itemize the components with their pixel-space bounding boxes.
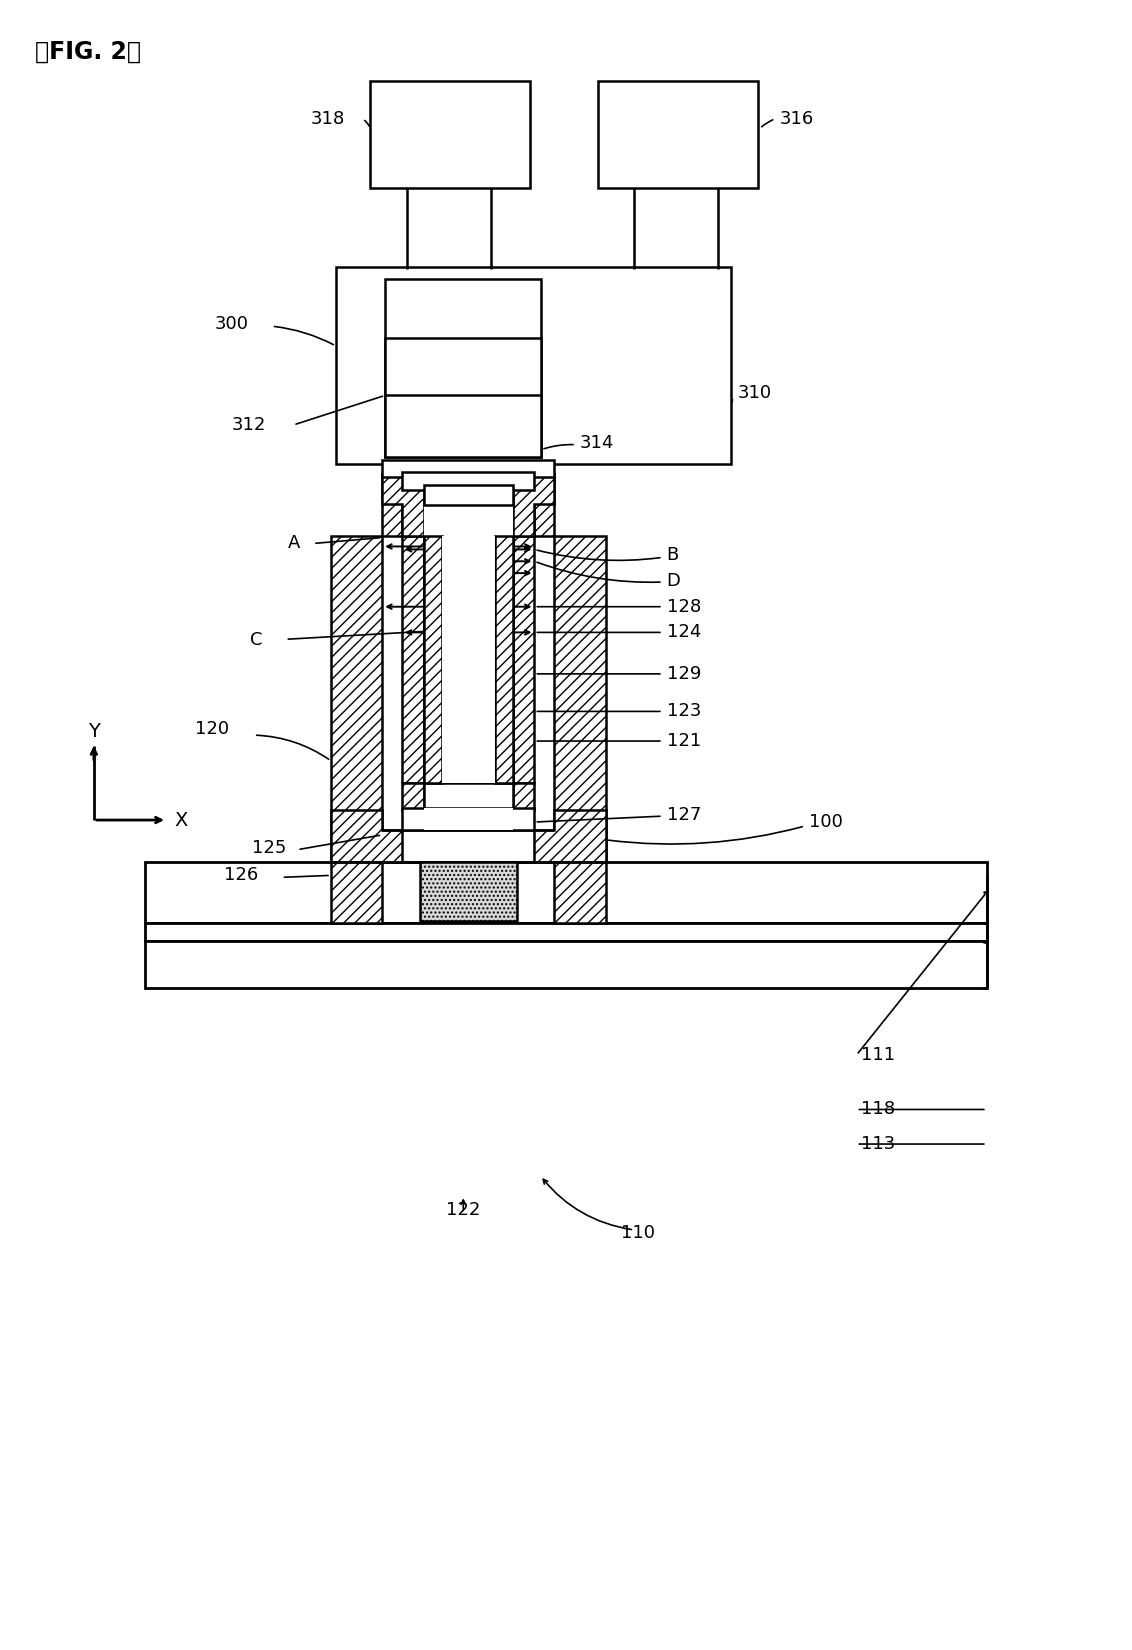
Text: 318: 318 (311, 111, 345, 127)
Text: 121: 121 (667, 733, 701, 751)
Text: 110: 110 (621, 1224, 655, 1242)
Bar (370, 81, 531, 188)
Polygon shape (513, 536, 534, 782)
Bar (423, 536, 513, 782)
Text: 126: 126 (224, 866, 258, 884)
Bar (336, 267, 731, 465)
Polygon shape (495, 536, 513, 782)
Bar (423, 474, 513, 536)
Polygon shape (555, 861, 606, 922)
Text: 《FIG. 2》: 《FIG. 2》 (35, 40, 140, 64)
Bar (385, 279, 541, 457)
Text: 100: 100 (809, 813, 843, 832)
Text: B: B (667, 546, 679, 564)
Bar (145, 940, 987, 988)
Text: E: E (457, 487, 469, 505)
Text: 113: 113 (861, 1135, 895, 1153)
Text: 122: 122 (446, 1201, 480, 1219)
Bar (423, 782, 513, 810)
Polygon shape (383, 474, 423, 536)
Text: 128: 128 (667, 597, 701, 615)
Bar (598, 81, 757, 188)
Text: 316: 316 (779, 111, 814, 127)
Text: 127: 127 (667, 807, 701, 823)
Text: E: E (457, 487, 469, 505)
Text: Y: Y (88, 721, 100, 741)
Polygon shape (331, 810, 402, 861)
Text: 314: 314 (580, 434, 615, 452)
Text: 312: 312 (232, 416, 266, 434)
Text: 118: 118 (861, 1101, 895, 1119)
Polygon shape (495, 474, 606, 861)
Polygon shape (513, 782, 534, 810)
Text: 300: 300 (214, 315, 248, 333)
Bar (145, 922, 987, 940)
Bar (385, 338, 541, 457)
Bar (383, 460, 555, 477)
Text: 124: 124 (667, 624, 701, 642)
Text: X: X (174, 810, 188, 830)
Text: A: A (288, 535, 300, 553)
Bar (423, 808, 513, 830)
Polygon shape (402, 536, 423, 782)
Bar (420, 861, 516, 921)
Polygon shape (513, 474, 555, 536)
Polygon shape (331, 861, 383, 922)
Text: 123: 123 (667, 703, 701, 721)
Polygon shape (534, 810, 606, 861)
Polygon shape (402, 782, 423, 810)
Text: D: D (667, 573, 680, 591)
Bar (423, 485, 513, 505)
Polygon shape (423, 536, 441, 782)
Text: C: C (250, 632, 263, 650)
Polygon shape (331, 474, 441, 861)
Text: 310: 310 (738, 384, 772, 403)
Bar (402, 472, 534, 490)
Bar (402, 808, 534, 830)
Text: 111: 111 (861, 1046, 895, 1064)
Text: 120: 120 (195, 719, 229, 738)
Bar (441, 536, 495, 782)
Text: 125: 125 (252, 838, 286, 856)
Bar (145, 861, 987, 922)
Text: 129: 129 (667, 665, 701, 683)
